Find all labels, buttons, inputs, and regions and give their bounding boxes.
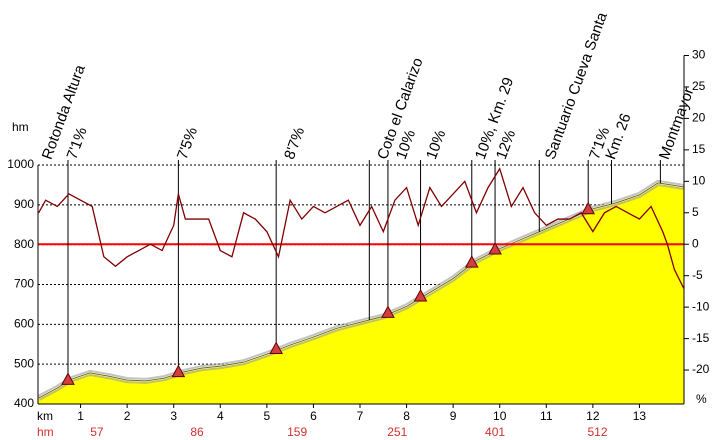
x-tick-label: 2 [124, 409, 131, 423]
x-tick-label: 4 [217, 409, 224, 423]
marker [488, 241, 502, 255]
x-tick-label: 12 [586, 409, 600, 423]
y2-label: % [696, 392, 707, 406]
gain-value: 251 [387, 425, 407, 439]
y2-tick-label: -20 [692, 362, 710, 376]
marker [413, 288, 428, 302]
y-tick-label: 500 [14, 356, 34, 370]
x-tick-label: 7 [357, 409, 364, 423]
y2-tick-label: 10 [692, 173, 706, 187]
x-label: km [37, 409, 53, 423]
x-tick-label: 8 [403, 409, 410, 423]
marker [61, 372, 75, 385]
y2-tick-label: 0 [692, 236, 699, 250]
y2-tick-label: 15 [692, 142, 706, 156]
gain-value: 401 [485, 425, 505, 439]
gain-label: hm [37, 425, 54, 439]
marker [381, 305, 395, 318]
x-tick-label: 3 [170, 409, 177, 423]
gain-value: 512 [587, 425, 607, 439]
marker [171, 364, 186, 378]
y-tick-label: 400 [14, 396, 34, 410]
x-tick-label: 10 [493, 409, 507, 423]
x-tick-label: 6 [310, 409, 317, 423]
x-tick-label: 11 [540, 409, 553, 423]
x-tick-label: 1 [77, 409, 84, 423]
y-tick-label: 700 [14, 277, 34, 291]
y-tick-label: 600 [14, 317, 34, 331]
x-tick-label: 9 [450, 409, 457, 423]
gain-value: 86 [190, 425, 204, 439]
y2-tick-label: 30 [692, 48, 706, 62]
gain-value: 57 [90, 425, 104, 439]
gradient-line [38, 167, 685, 289]
marker [464, 255, 479, 268]
marker [581, 201, 596, 215]
altitude-area [38, 182, 684, 404]
y-tick-label: 900 [14, 197, 34, 211]
y2-tick-label: 25 [692, 79, 706, 93]
x-tick-label: 13 [633, 409, 647, 423]
y-label: hm [12, 120, 29, 134]
y2-tick-label: -5 [692, 268, 703, 282]
y-tick-label: 1000 [7, 157, 34, 171]
y2-tick-label: 20 [692, 111, 706, 125]
y2-tick-label: -15 [692, 331, 710, 345]
marker [269, 341, 284, 355]
gain-value: 159 [287, 425, 307, 439]
y-tick-label: 800 [14, 237, 34, 251]
y2-tick-label: 5 [692, 205, 699, 219]
y2-tick-label: -10 [692, 299, 710, 313]
x-tick-label: 5 [264, 409, 271, 423]
